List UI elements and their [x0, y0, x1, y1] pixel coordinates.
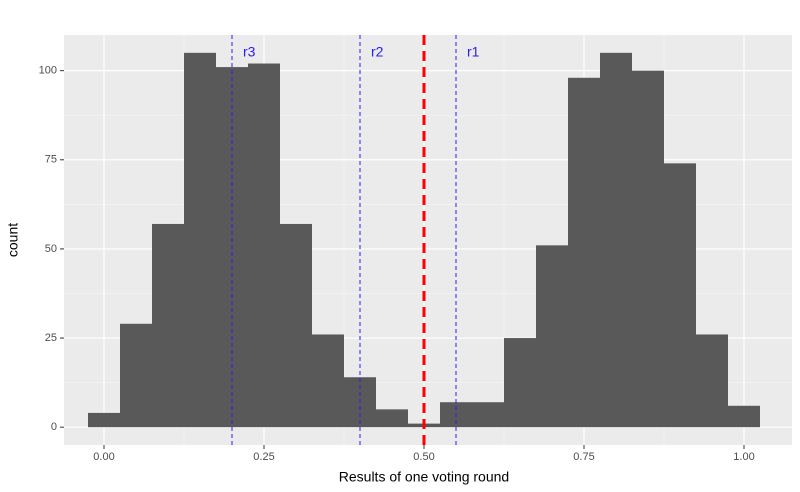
bar: [312, 334, 344, 428]
bar: [280, 223, 312, 428]
bar: [472, 402, 504, 428]
bar: [376, 409, 408, 428]
x-tick-label: 0.25: [253, 451, 274, 463]
y-tick-label: 0: [51, 421, 57, 433]
bar: [664, 163, 696, 428]
bar: [88, 412, 120, 428]
bar: [568, 77, 600, 428]
bar: [248, 63, 280, 428]
x-tick-label: 1.00: [733, 451, 754, 463]
bar: [120, 323, 152, 428]
bar: [504, 338, 536, 428]
plot: r3 r2 r1: [88, 35, 760, 445]
y-tick-label: 25: [45, 332, 57, 344]
y-tick-label: 50: [45, 243, 57, 255]
bar: [728, 405, 760, 428]
x-tick-label: 0.75: [573, 451, 594, 463]
x-tick-label: 0.50: [413, 451, 434, 463]
vline-label: r3: [243, 44, 256, 60]
vline-label: r2: [371, 44, 384, 60]
x-axis-title: Results of one voting round: [339, 469, 509, 485]
bar: [536, 245, 568, 428]
vline-label: r1: [467, 44, 480, 60]
y-tick-label: 75: [45, 154, 57, 166]
bar: [632, 70, 664, 428]
x-tick-label: 0.00: [93, 451, 114, 463]
bar: [696, 334, 728, 428]
bar: [152, 223, 184, 428]
bar: [600, 52, 632, 428]
y-tick-label: 100: [39, 65, 57, 77]
bar: [184, 52, 216, 428]
y-axis-title: count: [5, 223, 21, 257]
